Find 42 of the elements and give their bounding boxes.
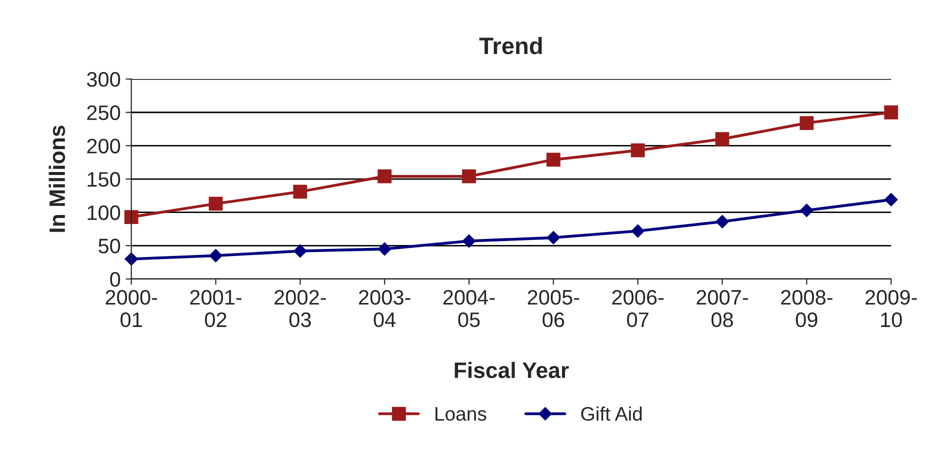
x-tick-label: 2004- 05 — [443, 290, 495, 328]
point — [293, 184, 308, 199]
point — [546, 231, 560, 244]
x-tick-label: 2008- 09 — [781, 290, 832, 328]
legend-label: Gift Aid — [581, 406, 642, 421]
point — [716, 215, 729, 228]
x-tick-label: 2000- 01 — [106, 290, 158, 328]
y-tick-label: 300 — [86, 72, 120, 87]
point — [209, 249, 222, 262]
point — [294, 244, 307, 258]
point — [631, 224, 644, 238]
point — [715, 132, 730, 146]
y-tick-label: 0 — [110, 272, 120, 287]
x-tick-label: 2009- 10 — [866, 290, 917, 328]
chart-title: Trend — [479, 36, 542, 54]
point — [378, 242, 392, 256]
point — [800, 204, 814, 217]
x-axis-title: Fiscal Year — [454, 362, 569, 378]
y-tick-label: 50 — [98, 238, 120, 254]
x-tick-label: 2006- 07 — [612, 290, 664, 328]
x-tick-label: 2003- 04 — [358, 290, 410, 328]
y-tick-label: 100 — [88, 205, 120, 220]
legend-label: Loans — [436, 407, 486, 421]
point — [884, 105, 898, 120]
point — [124, 252, 138, 266]
point — [884, 193, 898, 206]
point — [800, 116, 814, 130]
point — [630, 143, 645, 158]
x-tick-label: 2002- 03 — [274, 290, 326, 328]
point — [462, 234, 476, 248]
point — [546, 152, 560, 167]
y-tick-label: 150 — [88, 172, 120, 187]
y-axis-title: In Millions — [48, 126, 66, 232]
x-tick-label: 2001- 02 — [190, 290, 242, 328]
point — [208, 196, 223, 211]
x-tick-label: 2007- 08 — [696, 290, 748, 328]
y-tick-label: 250 — [87, 105, 120, 120]
y-tick-label: 200 — [87, 138, 120, 154]
point — [124, 210, 138, 224]
x-tick-label: 2005- 06 — [528, 290, 580, 328]
point — [462, 169, 476, 184]
point — [378, 169, 392, 184]
